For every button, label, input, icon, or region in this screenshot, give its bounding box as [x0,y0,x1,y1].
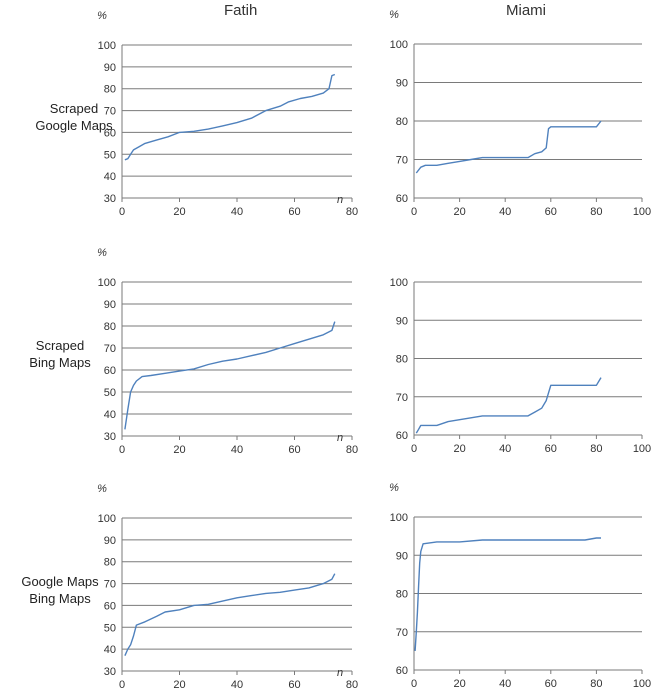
x-tick-label: 0 [411,206,417,218]
x-tick-label: 20 [173,206,185,218]
y-tick-label: 90 [104,299,116,311]
y-tick-label: 90 [396,315,408,327]
row-label-scraped-google-maps: Scraped Google Maps [24,100,124,134]
x-tick-label: 60 [288,206,300,218]
x-tick-label: 40 [499,678,511,690]
y-tick-label: 100 [390,512,408,524]
x-tick-label: 80 [590,206,602,218]
y-tick-label: 80 [396,116,408,128]
y-tick-label: 90 [104,62,116,74]
y-tick-label: 70 [396,392,408,404]
y-tick-label: 100 [390,39,408,51]
y-tick-label: 100 [390,277,408,289]
row-label-line-1: Google Maps [21,574,99,589]
x-tick-label: 0 [411,678,417,690]
y-tick-label: 80 [104,321,116,333]
x-tick-label: 20 [453,678,465,690]
series-line [414,537,601,651]
y-tick-label: 60 [396,193,408,205]
y-tick-label: 100 [98,513,116,525]
y-tick-label: 60 [396,430,408,442]
row-label-google-vs-bing: Google Maps Bing Maps [10,573,110,607]
x-tick-label: 80 [590,443,602,455]
y-tick-label: 90 [396,550,408,562]
x-unit-label: n [337,194,343,206]
y-tick-label: 70 [396,155,408,167]
column-title-miami: Miami [506,2,546,19]
x-tick-label: 80 [346,444,358,456]
y-tick-label: 30 [104,193,116,205]
x-tick-label: 40 [231,679,243,690]
x-tick-label: 60 [545,206,557,218]
row-label-line-2: Bing Maps [29,591,91,606]
y-unit-label: % [97,10,107,22]
y-tick-label: 40 [104,409,116,421]
y-tick-label: 40 [104,644,116,656]
series-line [415,120,602,174]
row-label-line-1: Scraped [35,338,85,353]
x-tick-label: 0 [119,444,125,456]
y-tick-label: 50 [104,149,116,161]
y-unit-label: % [97,483,107,495]
x-tick-label: 20 [173,444,185,456]
y-tick-label: 60 [104,365,116,377]
row-label-line-2: Google Maps [35,118,113,133]
y-unit-label: % [389,482,399,494]
x-tick-label: 60 [545,678,557,690]
y-tick-label: 100 [98,40,116,52]
x-tick-label: 80 [590,678,602,690]
x-tick-label: 80 [346,206,358,218]
row-label-scraped-bing-maps: Scraped Bing Maps [10,337,110,371]
x-tick-label: 80 [346,679,358,690]
x-tick-label: 40 [231,444,243,456]
y-tick-label: 80 [396,589,408,601]
x-tick-label: 0 [119,679,125,690]
series-line [415,377,602,434]
y-unit-label: % [97,247,107,259]
y-tick-label: 40 [104,171,116,183]
y-tick-label: 60 [104,127,116,139]
y-tick-label: 100 [98,277,116,289]
x-tick-label: 40 [231,206,243,218]
y-tick-label: 70 [396,627,408,639]
x-unit-label: n [337,667,343,679]
x-tick-label: 0 [119,206,125,218]
y-tick-label: 80 [104,557,116,569]
x-tick-label: 60 [545,443,557,455]
row-label-line-2: Bing Maps [29,355,91,370]
column-title-fatih: Fatih [224,2,258,19]
y-tick-label: 90 [396,78,408,90]
y-tick-label: 70 [104,579,116,591]
y-tick-label: 70 [104,343,116,355]
x-tick-label: 40 [499,206,511,218]
y-tick-label: 80 [396,354,408,366]
y-tick-label: 90 [104,535,116,547]
x-tick-label: 20 [453,443,465,455]
y-tick-label: 80 [104,84,116,96]
y-tick-label: 30 [104,666,116,678]
x-unit-label: n [337,432,343,444]
series-line [124,321,336,430]
y-tick-label: 60 [396,665,408,677]
x-tick-label: 20 [173,679,185,690]
row-label-line-1: Scraped [49,101,99,116]
x-tick-label: 100 [633,678,651,690]
y-unit-label: % [389,9,399,21]
series-line [124,73,336,161]
x-tick-label: 60 [288,679,300,690]
x-tick-label: 40 [499,443,511,455]
series-line [124,573,336,656]
y-tick-label: 30 [104,431,116,443]
x-tick-label: 0 [411,443,417,455]
y-tick-label: 70 [104,106,116,118]
y-tick-label: 50 [104,622,116,634]
x-tick-label: 20 [453,206,465,218]
x-tick-label: 100 [633,443,651,455]
y-tick-label: 60 [104,600,116,612]
x-tick-label: 60 [288,444,300,456]
y-tick-label: 50 [104,387,116,399]
x-tick-label: 100 [633,206,651,218]
